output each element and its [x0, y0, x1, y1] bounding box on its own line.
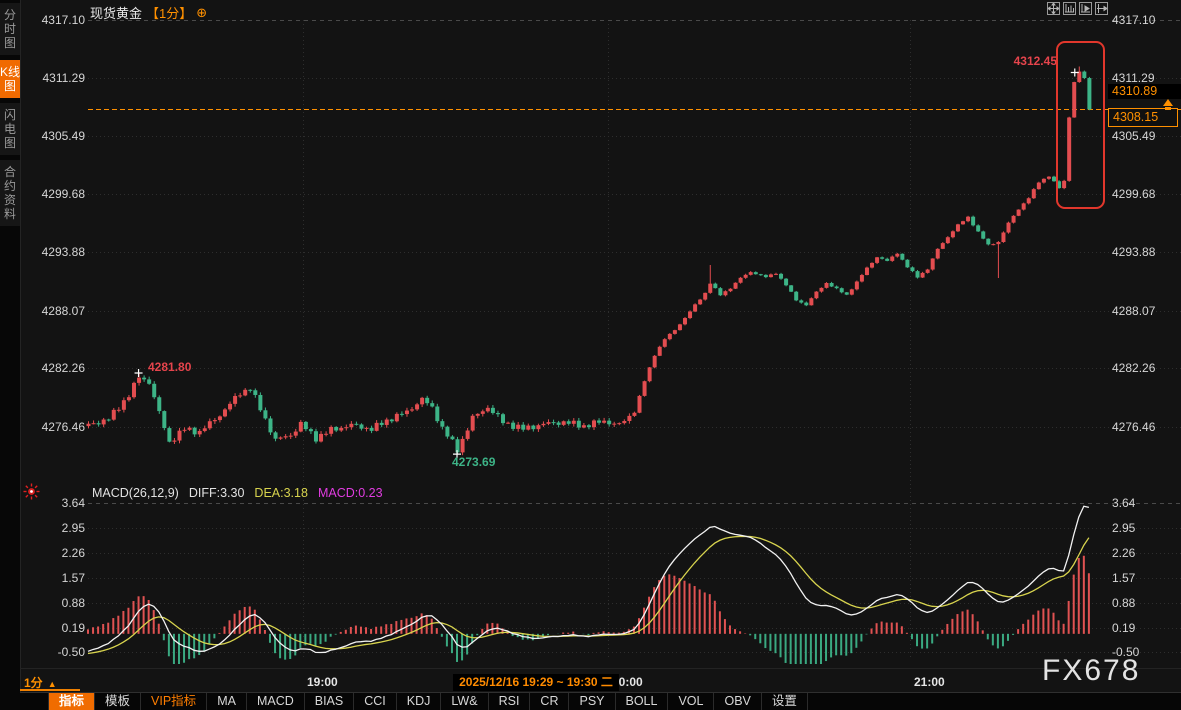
axis-macd-left-tick: 0.19 [61, 621, 85, 635]
axis-main-right-tick: 4282.26 [1112, 361, 1156, 375]
toolbar-item-6[interactable]: BIAS [305, 693, 355, 710]
macd-diff-value: DIFF:3.30 [188, 486, 245, 500]
toolbar-item-8[interactable]: KDJ [397, 693, 442, 710]
axis-main-left-tick: 4282.26 [41, 361, 85, 375]
axis-macd-right-tick: 3.64 [1112, 496, 1136, 510]
interval-underline [20, 689, 80, 691]
session-high-label: 4312.45 [1013, 54, 1057, 68]
time-tick-20:00: 20:00 [612, 675, 643, 689]
axis-macd-right-tick: 0.88 [1112, 596, 1136, 610]
toolbar-item-2[interactable]: 模板 [95, 693, 142, 710]
circle-plus-icon[interactable]: ⊕ [196, 5, 208, 20]
macd-indicator-header: MACD(26,12,9) DIFF:3.30 DEA:3.18 MACD:0.… [92, 486, 383, 500]
brand-watermark: FX678 [1042, 654, 1141, 687]
axis-macd-left-tick: -0.50 [57, 645, 85, 659]
toolbar-item-9[interactable]: LW& [441, 693, 489, 710]
time-tick-21:00: 21:00 [914, 675, 945, 689]
crosshair-pan-icon[interactable] [1047, 2, 1060, 15]
toolbar-item-3[interactable]: VIP指标 [141, 693, 208, 710]
symbol-name: 现货黄金 [90, 6, 143, 21]
highlight-annotation-box[interactable] [1056, 41, 1105, 209]
toolbar-item-15[interactable]: OBV [714, 693, 762, 710]
axis-divider [20, 668, 1181, 669]
axis-main-left-tick: 4317.10 [41, 13, 85, 27]
session-low-label: 4273.69 [452, 455, 496, 469]
macd-dea-value: DEA:3.18 [254, 486, 308, 500]
axis-macd-right-tick: 2.26 [1112, 546, 1136, 560]
interval-selector[interactable]: 1分 ▲ [24, 674, 57, 691]
axis-macd-left-tick: 2.26 [61, 546, 85, 560]
hover-time-tooltip: 2025/12/16 19:29 ~ 19:30 二 [453, 674, 619, 691]
toolbar-spacer [20, 693, 49, 710]
toolbar-item-14[interactable]: VOL [668, 693, 715, 710]
sidebar-tab-2[interactable]: K线图 [0, 60, 20, 98]
axis-main-right-tick: 4293.88 [1112, 245, 1156, 259]
axis-main-right-tick: 4311.29 [1112, 71, 1155, 85]
macd-bar-value: MACD:0.23 [317, 486, 383, 500]
toolbar-item-7[interactable]: CCI [354, 693, 397, 710]
axis-main-left-tick: 4305.49 [41, 129, 85, 143]
toolbar-item-16[interactable]: 设置 [762, 693, 808, 710]
axis-macd-left-tick: 2.95 [61, 521, 85, 535]
chevron-up-icon: ▲ [47, 679, 57, 689]
interval-selector-label: 1分 [24, 676, 43, 690]
y-axis-scale-icon[interactable] [1063, 2, 1076, 15]
chart-title: 现货黄金 【1分】 ⊕ [90, 3, 207, 22]
indicator-alert-burst-icon[interactable] [23, 483, 40, 500]
axis-macd-right-tick: 1.57 [1112, 571, 1136, 585]
axis-main-left-tick: 4299.68 [41, 187, 85, 201]
time-tick-19:00: 19:00 [307, 675, 338, 689]
indicator-toolbar: 指标 模板 VIP指标 MA MACD BIAS CCI KDJ LW& RSI CR PSY BOLL… [20, 692, 1181, 710]
axis-main-left-tick: 4276.46 [41, 420, 85, 434]
price-alert-pin-icon[interactable] [1161, 98, 1175, 112]
axis-macd-left-tick: 1.57 [61, 571, 85, 585]
toolbar-item-11[interactable]: CR [530, 693, 570, 710]
axis-macd-left-tick: 3.64 [61, 496, 85, 510]
toolbar-item-13[interactable]: BOLL [616, 693, 669, 710]
axis-macd-right-tick: 0.19 [1112, 621, 1136, 635]
axis-main-left-tick: 4288.07 [41, 304, 85, 318]
axis-macd-right-tick: 2.95 [1112, 521, 1136, 535]
macd-formula: MACD(26,12,9) [92, 486, 179, 500]
axis-main-right-tick: 4299.68 [1112, 187, 1156, 201]
axis-main-right-tick: 4305.49 [1112, 129, 1156, 143]
shift-axis-icon[interactable] [1095, 2, 1108, 15]
left-swing-high-label: 4281.80 [148, 360, 192, 374]
x-axis-play-icon[interactable] [1079, 2, 1092, 15]
chart-tool-buttons [1047, 2, 1108, 15]
axis-macd-right-tick: -0.50 [1112, 645, 1140, 659]
axis-macd-left-tick: 0.88 [61, 596, 85, 610]
sidebar-tab-3[interactable]: 闪电图 [0, 103, 20, 155]
current-price-tag: 4308.15 [1108, 108, 1178, 127]
axis-main-right-tick: 4317.10 [1112, 13, 1156, 27]
toolbar-item-12[interactable]: PSY [569, 693, 616, 710]
toolbar-item-5[interactable]: MACD [247, 693, 305, 710]
axis-main-right-tick: 4288.07 [1112, 304, 1156, 318]
sidebar-tab-1[interactable]: 分时图 [0, 3, 20, 55]
axis-main-left-tick: 4311.29 [42, 71, 86, 85]
interval-badge: 【1分】 [146, 6, 193, 21]
sidebar: 分时图 K线图闪电图合约资料 [0, 0, 21, 710]
toolbar-item-4[interactable]: MA [207, 693, 247, 710]
sidebar-tab-4[interactable]: 合约资料 [0, 160, 20, 226]
toolbar-item-1[interactable]: 指标 [49, 693, 96, 710]
axis-main-left-tick: 4293.88 [41, 245, 85, 259]
toolbar-item-10[interactable]: RSI [489, 693, 531, 710]
axis-main-right-tick: 4276.46 [1112, 420, 1156, 434]
reference-price-tag: 4310.89 [1108, 84, 1181, 99]
